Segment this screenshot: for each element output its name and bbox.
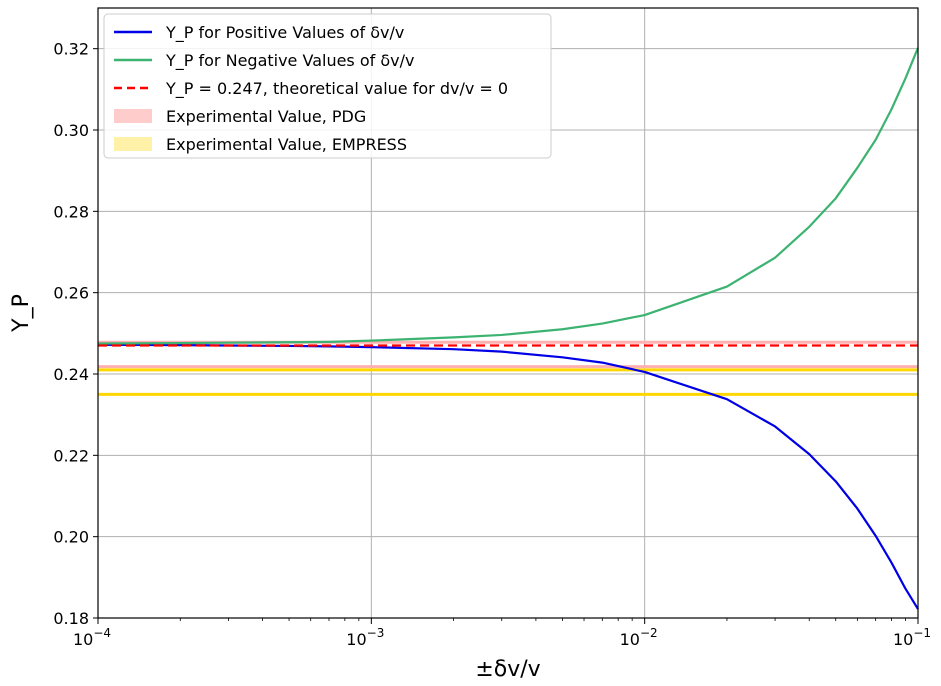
legend-label: Y_P for Negative Values of δv/v bbox=[165, 51, 414, 71]
x-tick-label: 10−3 bbox=[346, 626, 384, 649]
legend: Y_P for Positive Values of δv/v Y_P for N… bbox=[103, 13, 552, 159]
legend-label: Y_P for Positive Values of δv/v bbox=[165, 23, 404, 43]
series-line-1 bbox=[97, 343, 919, 610]
y-tick-label: 0.26 bbox=[53, 284, 89, 303]
y-tick-label: 0.30 bbox=[53, 121, 89, 140]
legend-label: Experimental Value, EMPRESS bbox=[166, 135, 407, 154]
x-axis-label: ±δv/v bbox=[475, 657, 540, 682]
axis-ticks: 0.18 0.20 0.22 0.24 0.26 0.28 0.30 0.32 10−4 10−3… bbox=[53, 40, 931, 649]
experimental-bands bbox=[98, 340, 918, 396]
y-tick-label: 0.28 bbox=[53, 202, 89, 221]
legend-swatch bbox=[114, 109, 152, 123]
y-tick-label: 0.20 bbox=[53, 528, 89, 547]
x-tick-label: 10−1 bbox=[893, 626, 931, 649]
y-tick-label: 0.22 bbox=[53, 446, 89, 465]
legend-box bbox=[103, 13, 552, 159]
y-tick-label: 0.32 bbox=[53, 40, 89, 59]
y-tick-label: 0.18 bbox=[53, 609, 89, 628]
plot-frame bbox=[97, 7, 919, 619]
x-tick-label: 10−2 bbox=[620, 626, 658, 649]
legend-label: Y_P = 0.247, theoretical value for dv/v … bbox=[165, 79, 508, 99]
series-line-2 bbox=[97, 47, 920, 345]
x-tick-label: 10−4 bbox=[73, 626, 111, 649]
legend-label: Experimental Value, PDG bbox=[166, 107, 366, 126]
y-axis-label: Y_P bbox=[9, 294, 34, 333]
series-lines bbox=[97, 47, 920, 610]
y-tick-label: 0.24 bbox=[53, 365, 89, 384]
legend-swatch bbox=[114, 137, 152, 151]
